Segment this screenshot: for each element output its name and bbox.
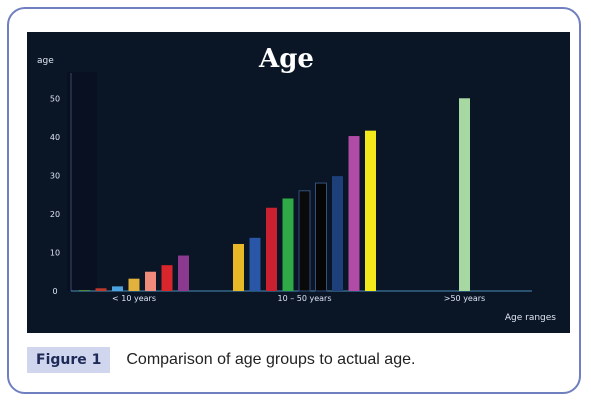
bar-chart: 0 10 20 30 40 50 < 10 years 10 – 50 years >50 ye…: [50, 72, 532, 303]
bar: [95, 288, 107, 291]
bar: [249, 237, 261, 291]
x-tick-label: >50 years: [444, 294, 485, 303]
bar: [282, 198, 294, 291]
bar: [145, 271, 156, 291]
chart-area: 0 10 20 30 40 50 < 10 years 10 – 50 years >50 ye…: [27, 32, 570, 333]
y-tick-label: 30: [50, 171, 60, 180]
bar: [79, 290, 90, 291]
bar: [315, 182, 327, 292]
y-tick-label: 10: [50, 248, 60, 257]
figure-number-badge: Figure 1: [27, 347, 111, 373]
bar: [365, 130, 376, 291]
plot-shade: [67, 72, 97, 291]
bar: [128, 278, 140, 291]
chart-title: Age: [259, 44, 314, 74]
bar: [112, 286, 123, 291]
figure-caption: Figure 1 Comparison of age groups to act…: [27, 347, 415, 373]
y-tick-label: 50: [50, 94, 60, 103]
bar: [161, 265, 173, 291]
y-tick-label: 40: [50, 133, 60, 142]
x-tick-label: < 10 years: [112, 294, 156, 303]
y-tick-label: 0: [52, 287, 57, 296]
bar: [332, 176, 343, 291]
x-tick-label: 10 – 50 years: [277, 294, 331, 303]
bar: [266, 207, 277, 291]
bar: [298, 190, 311, 292]
bar: [233, 243, 244, 291]
figure-caption-text: Comparison of age groups to actual age.: [126, 351, 416, 368]
bar: [348, 136, 360, 291]
y-axis-label: age: [37, 56, 54, 66]
x-axis-label: Age ranges: [504, 313, 556, 323]
bar: [178, 255, 189, 291]
y-tick-label: 20: [50, 210, 60, 219]
bar: [459, 98, 470, 291]
